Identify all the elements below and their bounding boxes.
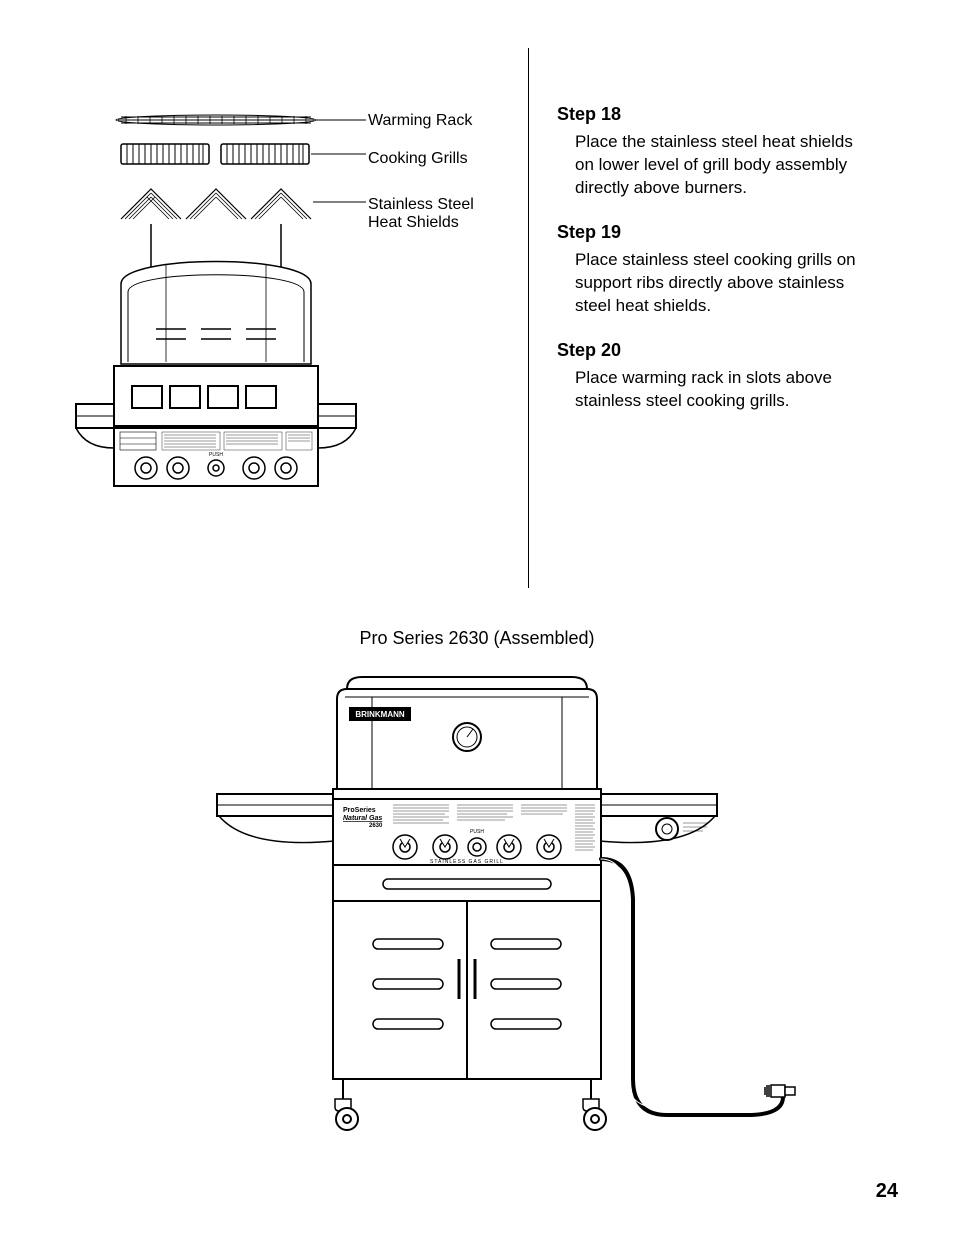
manual-page: PUSH Warming Rack Cooking Grills Stainle… [0, 0, 954, 1235]
step-18-title: Step 18 [557, 104, 898, 125]
step-19: Step 19 Place stainless steel cooking gr… [557, 222, 898, 318]
panel-badge-line2: Natural Gas [343, 815, 382, 822]
step-18-body: Place the stainless steel heat shields o… [557, 131, 875, 200]
step-20-title: Step 20 [557, 340, 898, 361]
step-20-body: Place warming rack in slots above stainl… [557, 367, 875, 413]
exploded-diagram-svg: PUSH [66, 104, 496, 534]
column-divider [528, 48, 529, 588]
cabinet-icon [333, 901, 601, 1079]
exploded-diagram: PUSH Warming Rack Cooking Grills Stainle… [66, 104, 496, 534]
steps-column: Step 18 Place the stainless steel heat s… [557, 48, 898, 435]
exploded-diagram-column: PUSH Warming Rack Cooking Grills Stainle… [56, 48, 516, 534]
assembled-title: Pro Series 2630 (Assembled) [56, 628, 898, 649]
cooking-grills-icon [121, 144, 309, 164]
page-number: 24 [876, 1180, 898, 1203]
control-panel-icon: ProSeries Natural Gas 2630 [333, 799, 601, 865]
heat-shields-label: Stainless Steel Heat Shields [368, 196, 498, 233]
drawer-handle-icon [383, 879, 551, 889]
svg-text:PUSH: PUSH [209, 452, 223, 458]
grill-lid-icon: BRINKMANN [337, 677, 597, 789]
svg-text:PUSH: PUSH [470, 829, 484, 835]
warming-rack-icon [116, 115, 316, 125]
panel-badge-line3: 2630 [369, 823, 383, 829]
step-20: Step 20 Place warming rack in slots abov… [557, 340, 898, 413]
step-18: Step 18 Place the stainless steel heat s… [557, 104, 898, 200]
heat-shields-label-line2: Heat Shields [368, 214, 459, 231]
heat-shields-icon [121, 189, 311, 219]
cooking-grills-label: Cooking Grills [368, 150, 468, 168]
top-row: PUSH Warming Rack Cooking Grills Stainle… [56, 48, 898, 588]
step-19-body: Place stainless steel cooking grills on … [557, 249, 875, 318]
panel-badge-line1: ProSeries [343, 807, 376, 814]
warming-rack-label: Warming Rack [368, 112, 472, 130]
grill-body-icon: PUSH [76, 262, 356, 487]
step-19-title: Step 19 [557, 222, 898, 243]
gas-fitting-icon [765, 1085, 795, 1097]
gas-hose-icon [601, 859, 783, 1115]
assembled-grill-svg: BRINKMANN [147, 659, 807, 1159]
brand-badge-text: BRINKMANN [355, 710, 405, 719]
casters-icon [335, 1079, 606, 1130]
heat-shields-label-line1: Stainless Steel [368, 196, 474, 213]
